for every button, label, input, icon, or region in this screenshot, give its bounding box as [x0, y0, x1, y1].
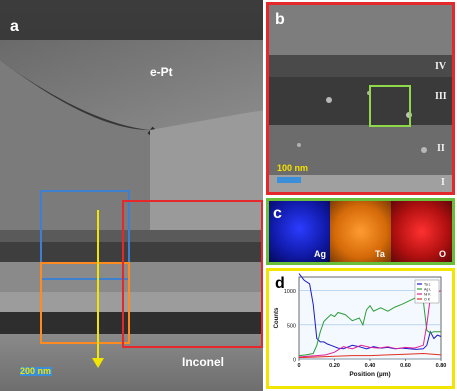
panel-c: c Ag Ta O	[266, 198, 455, 265]
region-iii-label: III	[435, 91, 447, 102]
panel-c-label: c	[273, 205, 282, 222]
panel-b: b IV III II I 100 nm	[266, 2, 455, 195]
y-tick-label: 1000	[284, 289, 296, 295]
series-line-3	[298, 352, 442, 359]
orange-region-box	[40, 262, 130, 344]
panel-b-scalebar	[277, 177, 301, 183]
y-tick-label: 0	[293, 358, 296, 364]
panel-a-label: a	[10, 18, 19, 35]
region-iv-label: IV	[435, 61, 447, 72]
x-tick-label: 0.20	[329, 363, 340, 369]
legend-box	[414, 279, 440, 304]
legend-label: O K	[424, 298, 431, 302]
ag-map	[269, 201, 330, 262]
panel-b-micrograph	[269, 5, 452, 192]
panel-d-label: d	[275, 275, 285, 292]
linescan-arrow	[92, 210, 104, 368]
panel-a-scale-label: 200 nm	[20, 366, 52, 376]
o-map-label: O	[439, 249, 447, 259]
panel-a-scalebar	[20, 367, 52, 376]
legend-label: Ta L	[424, 283, 431, 287]
inconel-label: Inconel	[182, 355, 225, 369]
legend-label: Ni K	[424, 293, 431, 297]
linescan-chart: 0 500 1000 0 0.20 0.40 0.60 0.80 Ta LAg LNi KO K…	[274, 273, 447, 378]
region-i-label: I	[441, 177, 445, 188]
ag-map-label: Ag	[314, 249, 326, 259]
panel-a: a e-Pt Inconel 200 nm	[0, 0, 263, 391]
roi-box	[369, 85, 411, 127]
panel-b-label: b	[275, 11, 285, 28]
x-tick-label: 0.80	[436, 363, 447, 369]
red-region-box	[122, 200, 263, 348]
legend-label: Ag L	[424, 288, 431, 292]
e-pt-label: e-Pt	[150, 65, 173, 79]
y-tick-label: 500	[287, 323, 296, 329]
x-axis-label: Position (µm)	[349, 371, 390, 378]
panel-b-scale-label: 100 nm	[277, 163, 309, 173]
x-tick-label: 0.60	[400, 363, 411, 369]
o-map	[391, 201, 452, 262]
ta-map	[330, 201, 391, 262]
y-axis-label: Counts	[274, 307, 280, 328]
panel-a-micrograph	[0, 0, 263, 391]
ta-map-label: Ta	[375, 249, 385, 259]
blue-region-box	[40, 190, 130, 280]
x-tick-label: 0	[297, 363, 300, 369]
x-tick-label: 0.40	[365, 363, 376, 369]
region-ii-label: II	[437, 143, 445, 154]
